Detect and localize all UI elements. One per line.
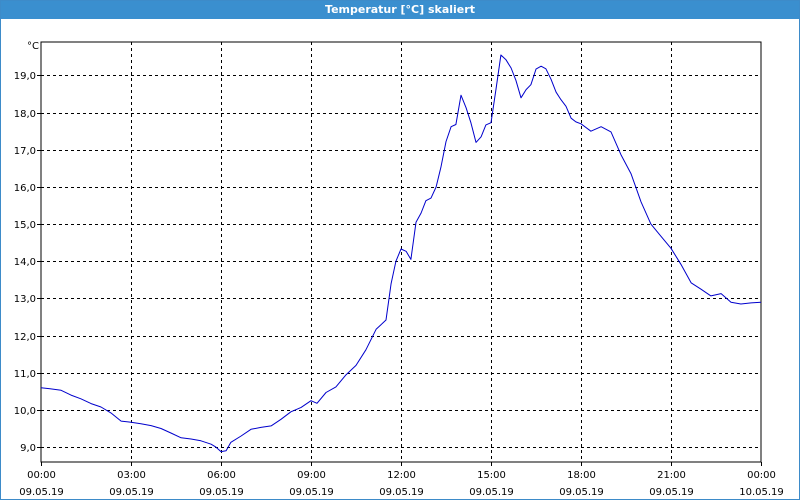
grid-lines bbox=[41, 42, 761, 462]
x-tick-time-label: 15:00 bbox=[477, 470, 506, 481]
y-axis-ticks: 9,0 10,0 11,0 12,0 13,0 14,0 15,0 16,0 17,0 18,0 1… bbox=[14, 71, 41, 454]
y-tick-label: 12,0 bbox=[14, 332, 36, 343]
x-tick-time-label: 03:00 bbox=[117, 470, 146, 481]
window-title: Temperatur [°C] skaliert bbox=[1, 1, 799, 19]
y-tick-label: 17,0 bbox=[14, 146, 36, 157]
y-tick-label: 9,0 bbox=[20, 443, 36, 454]
y-tick-label: 16,0 bbox=[14, 183, 36, 194]
x-tick-time-label: 00:00 bbox=[747, 470, 776, 481]
y-axis-unit-label: °C bbox=[27, 41, 39, 52]
x-tick-time-label: 00:00 bbox=[27, 470, 56, 481]
temperature-chart: °C 9,0 10,0 11,0 12,0 13,0 14,0 15,0 16,0 17,0 18… bbox=[14, 41, 784, 498]
x-tick-date-label: 10.05.19 bbox=[739, 487, 784, 498]
x-tick-date-label: 09.05.19 bbox=[379, 487, 424, 498]
y-tick-label: 18,0 bbox=[14, 109, 36, 120]
x-tick-time-label: 21:00 bbox=[657, 470, 686, 481]
x-tick-date-label: 09.05.19 bbox=[469, 487, 514, 498]
x-tick-time-label: 09:00 bbox=[297, 470, 326, 481]
x-tick-date-label: 09.05.19 bbox=[649, 487, 694, 498]
y-tick-label: 14,0 bbox=[14, 257, 36, 268]
x-tick-time-label: 12:00 bbox=[387, 470, 416, 481]
temperature-series-line bbox=[40, 54, 762, 453]
y-tick-label: 13,0 bbox=[14, 294, 36, 305]
x-tick-time-label: 06:00 bbox=[207, 470, 236, 481]
x-tick-time-label: 18:00 bbox=[567, 470, 596, 481]
x-tick-date-label: 09.05.19 bbox=[19, 487, 64, 498]
x-tick-date-label: 09.05.19 bbox=[289, 487, 334, 498]
x-tick-date-label: 09.05.19 bbox=[199, 487, 244, 498]
x-axis-ticks: 00:00 09.05.19 03:00 09.05.19 06:00 09.05.19 0… bbox=[19, 462, 784, 498]
x-tick-date-label: 09.05.19 bbox=[559, 487, 604, 498]
series-layer bbox=[40, 54, 762, 453]
y-tick-label: 11,0 bbox=[14, 369, 36, 380]
y-tick-label: 19,0 bbox=[14, 71, 36, 82]
y-tick-label: 15,0 bbox=[14, 220, 36, 231]
y-tick-label: 10,0 bbox=[14, 406, 36, 417]
x-tick-date-label: 09.05.19 bbox=[109, 487, 154, 498]
